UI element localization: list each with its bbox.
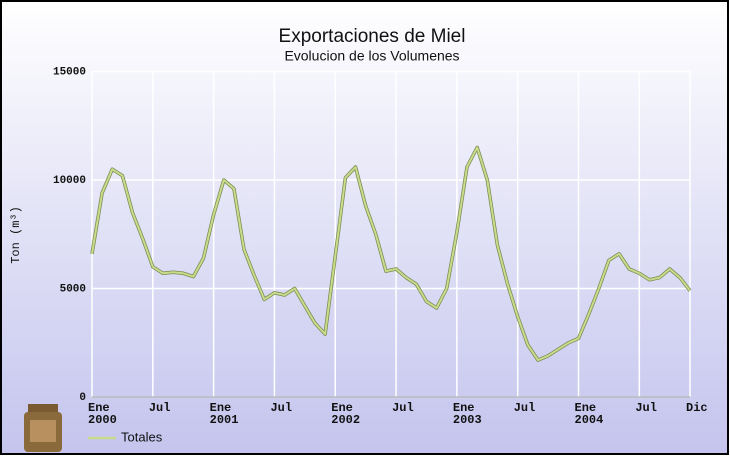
x-tick-label: Jul [148,401,171,415]
x-tick-label: Ene 2004 [574,401,604,427]
series-line [91,146,691,362]
y-tick-label: 5000 [60,283,86,295]
y-tick-label: 15000 [53,66,86,78]
y-tick-label: 10000 [53,175,86,187]
x-tick-label: Jul [513,401,536,415]
x-tick-label: Jul [635,401,657,415]
chart-title: Exportaciones de Miel [279,26,466,47]
x-tick-label: Jul [392,401,414,415]
x-tick-label: Ene 2000 [88,401,117,427]
x-tick-label: Ene 2001 [209,401,239,427]
y-axis-label: Ton (m³) [9,206,23,264]
x-tick-label: Ene 2002 [331,401,361,427]
jar-icon [24,404,62,452]
x-tick-label: Ene 2003 [452,401,482,427]
x-tick-label: Dic [686,401,708,415]
x-tick-label: Jul [270,401,293,415]
legend-label: Totales [121,429,163,444]
y-tick-label: 0 [79,392,86,404]
chart-subtitle: Evolucion de los Volumenes [284,48,459,64]
